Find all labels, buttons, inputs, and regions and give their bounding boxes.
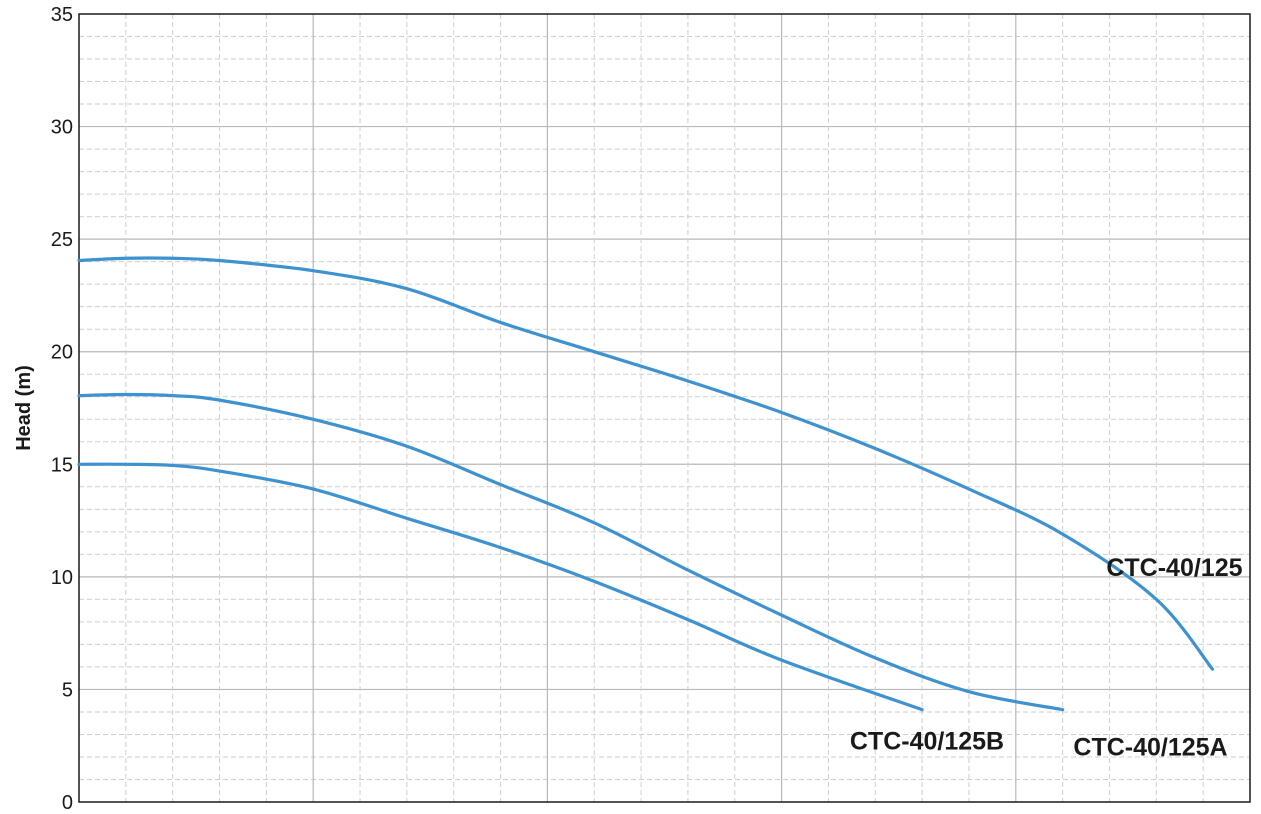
- y-axis-ticks: 0 5 10 15 20 25 30 35: [51, 4, 73, 814]
- series: [77, 256, 1215, 712]
- y-tick-label: 35: [51, 4, 73, 26]
- plot-frame: [78, 13, 1251, 803]
- y-tick-label: 25: [51, 229, 73, 251]
- y-tick-label: 15: [51, 454, 73, 476]
- series-line: [77, 392, 1065, 712]
- series-line: [77, 256, 1215, 671]
- series-labels: CTC-40/125 CTC-40/125A CTC-40/125B: [850, 554, 1243, 762]
- y-axis-title: Head (m): [13, 365, 35, 451]
- series-label: CTC-40/125: [1106, 554, 1242, 582]
- y-tick-label: 20: [51, 342, 73, 364]
- y-tick-label: 5: [62, 679, 73, 701]
- y-tick-label: 0: [62, 792, 73, 814]
- series-label: CTC-40/125A: [1073, 734, 1227, 762]
- series-label: CTC-40/125B: [850, 728, 1004, 756]
- series-line: [77, 462, 924, 712]
- y-tick-label: 30: [51, 117, 73, 139]
- y-tick-label: 10: [51, 567, 73, 589]
